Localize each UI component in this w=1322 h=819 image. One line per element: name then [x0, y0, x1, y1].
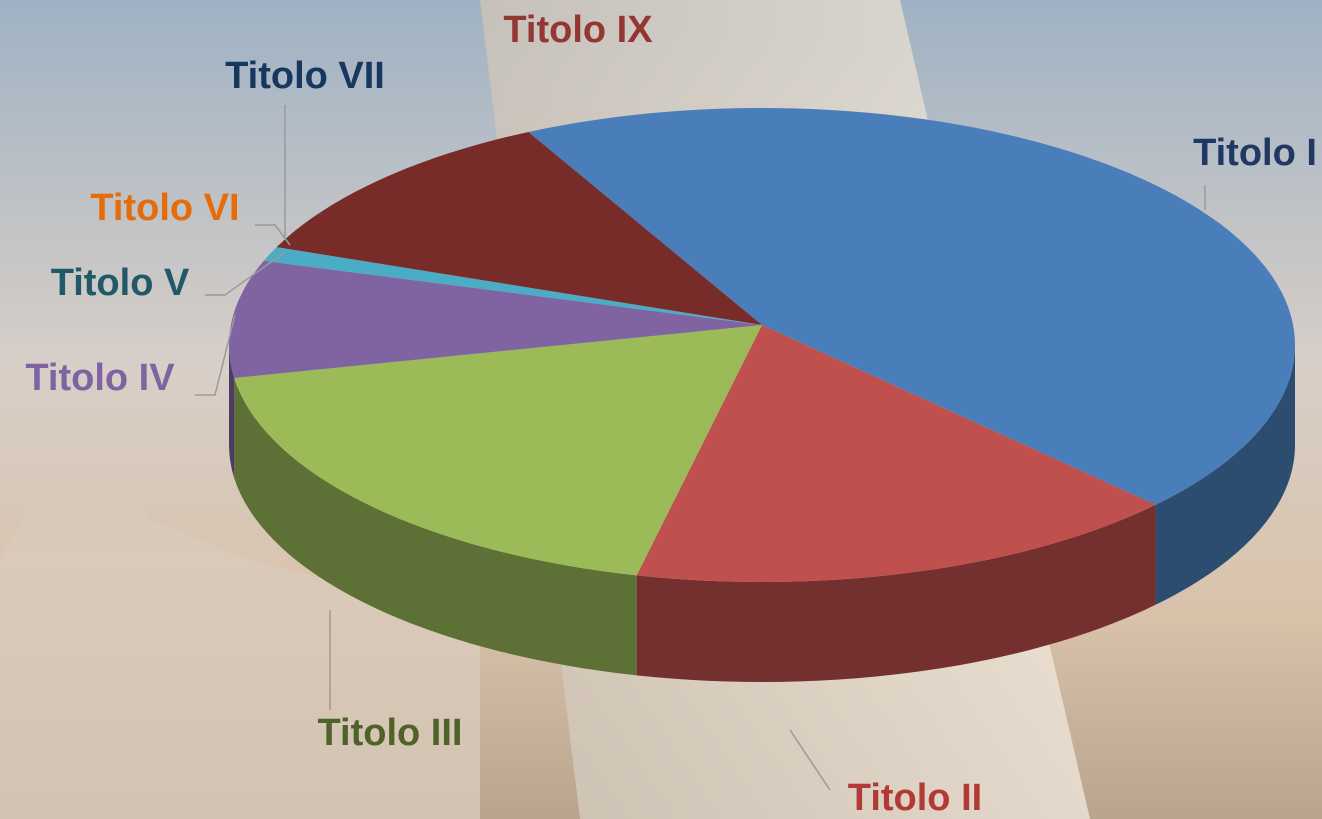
- slice-label: Titolo I: [1193, 132, 1317, 174]
- slice-label: Titolo V: [51, 262, 190, 304]
- slice-label: Titolo VI: [90, 187, 239, 229]
- slice-label: Titolo VII: [225, 55, 385, 97]
- slice-label: Titolo IX: [503, 9, 653, 51]
- chart: Titolo I Titolo II Titolo III Titolo IV Tito…: [0, 0, 1322, 819]
- pie: [229, 108, 1295, 682]
- slice-label: Titolo IV: [25, 357, 175, 399]
- slice-label: Titolo III: [318, 712, 463, 754]
- slice-label: Titolo II: [848, 777, 982, 819]
